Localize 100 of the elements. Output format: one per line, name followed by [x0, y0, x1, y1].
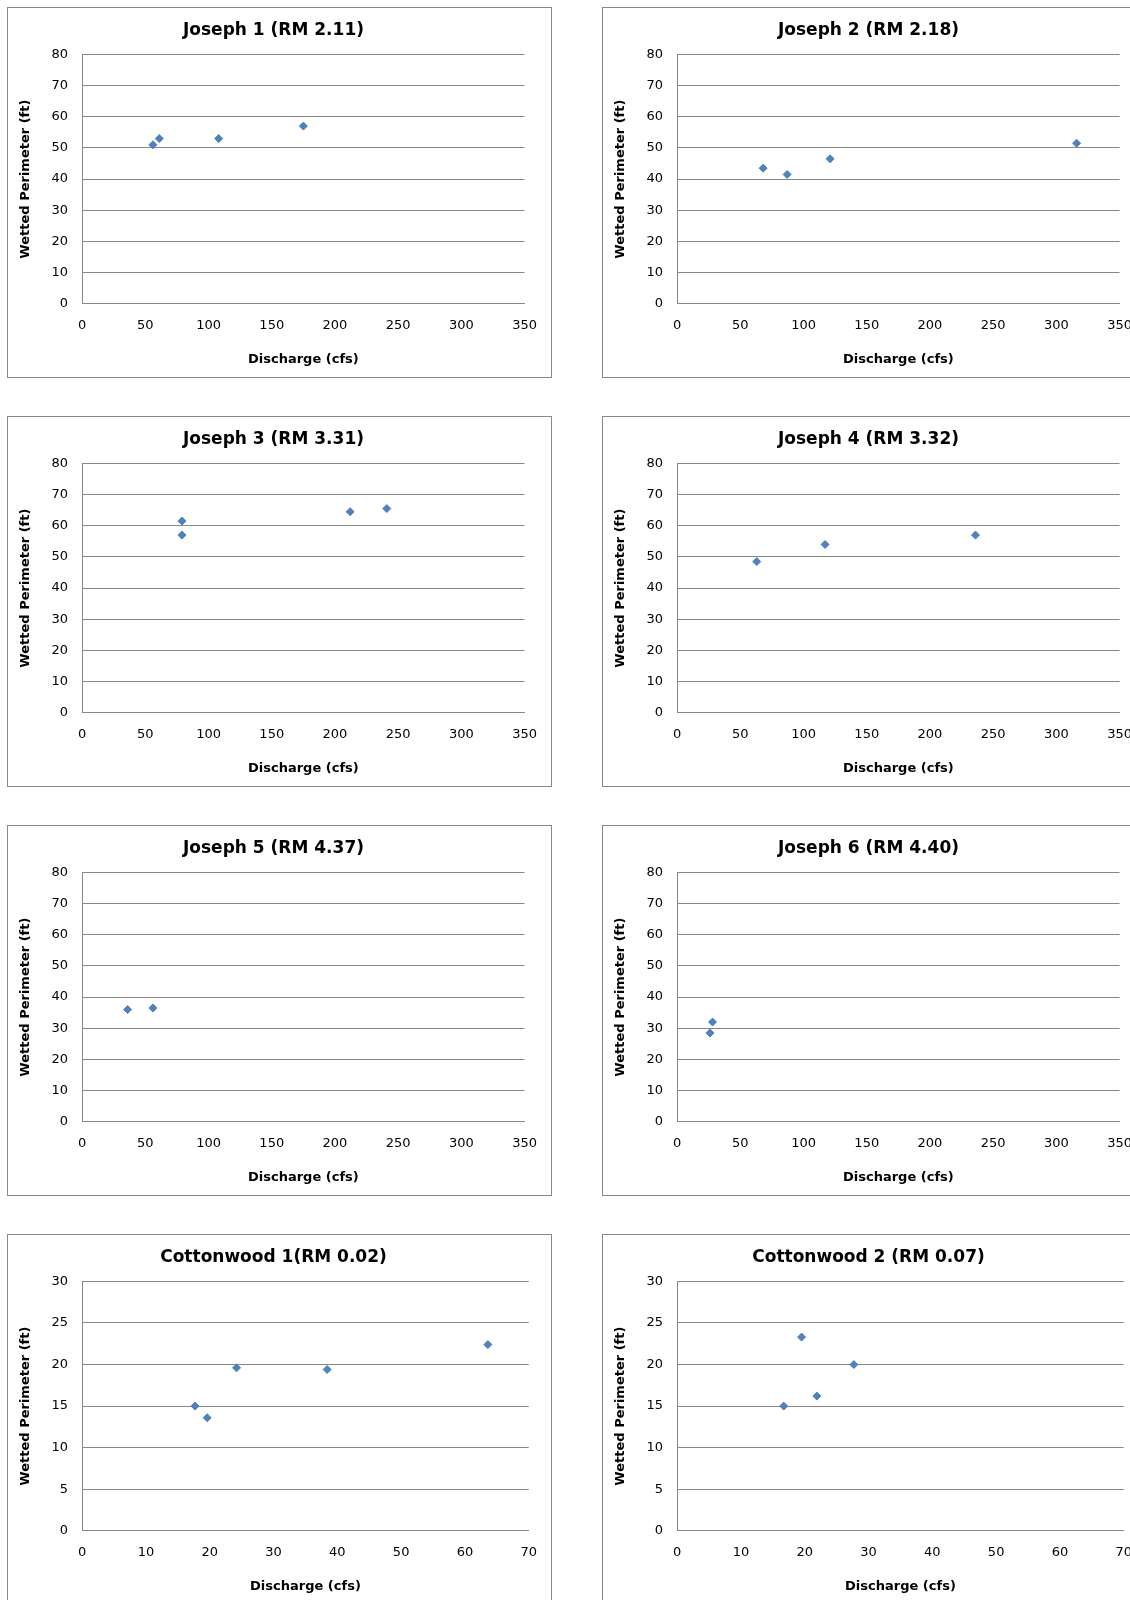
x-tick-label: 50 — [137, 316, 154, 332]
y-tick-label: 50 — [51, 548, 69, 564]
x-tick-label: 300 — [1043, 1134, 1069, 1150]
chart-title: Joseph 4 (RM 3.32) — [777, 427, 959, 448]
x-tick-label: 50 — [137, 1134, 154, 1150]
x-tick-label: 0 — [673, 1543, 682, 1559]
x-tick-label: 0 — [673, 1134, 682, 1150]
y-axis-title: Wetted Perimeter (ft) — [612, 508, 628, 668]
x-axis-title: Discharge (cfs) — [247, 1168, 359, 1184]
x-tick-label: 0 — [78, 1134, 87, 1150]
y-tick-label: 20 — [646, 1050, 664, 1066]
y-tick-label: 60 — [646, 517, 664, 533]
y-tick-label: 20 — [646, 232, 664, 248]
point — [825, 154, 835, 164]
x-tick-label: 10 — [137, 1543, 155, 1559]
y-tick-label: 30 — [51, 1272, 69, 1288]
y-tick-label: 40 — [51, 579, 69, 595]
x-tick-label: 200 — [322, 1134, 348, 1150]
y-tick-label: 0 — [654, 295, 664, 311]
point — [782, 169, 792, 179]
y-tick-label: 80 — [646, 45, 664, 61]
x-axis-title: Discharge (cfs) — [247, 759, 359, 775]
point — [382, 504, 392, 514]
x-tick-label: 60 — [1051, 1543, 1069, 1559]
x-tick-label: 100 — [196, 725, 221, 741]
x-tick-label: 20 — [796, 1543, 814, 1559]
x-tick-label: 70 — [520, 1543, 537, 1559]
x-tick-label: 50 — [732, 725, 749, 741]
x-tick-label: 50 — [732, 1134, 749, 1150]
point — [177, 516, 187, 526]
x-tick-label: 150 — [259, 1134, 285, 1150]
x-tick-label: 100 — [791, 725, 816, 741]
x-tick-label: 40 — [329, 1543, 346, 1559]
y-tick-label: 60 — [646, 108, 664, 124]
y-tick-label: 10 — [646, 1439, 664, 1455]
x-tick-label: 30 — [860, 1543, 877, 1559]
chart-title: Joseph 1 (RM 2.11) — [182, 18, 364, 39]
y-tick-label: 10 — [51, 673, 69, 688]
y-tick-label: 10 — [646, 673, 664, 688]
y-tick-label: 10 — [51, 1082, 69, 1097]
y-tick-label: 0 — [59, 1113, 69, 1129]
y-tick-label: 80 — [51, 863, 69, 879]
x-tick-label: 0 — [673, 316, 682, 332]
x-tick-label: 250 — [980, 1134, 1006, 1150]
y-tick-label: 40 — [646, 170, 664, 186]
x-tick-label: 60 — [456, 1543, 474, 1559]
x-axis-title: Discharge (cfs) — [247, 350, 359, 366]
y-tick-label: 60 — [51, 517, 69, 533]
x-tick-label: 250 — [980, 316, 1006, 332]
x-tick-label: 350 — [512, 725, 538, 741]
y-tick-label: 40 — [51, 170, 69, 186]
point — [812, 1391, 822, 1401]
y-tick-label: 25 — [51, 1314, 69, 1330]
y-tick-label: 15 — [646, 1397, 664, 1413]
x-tick-label: 200 — [322, 316, 348, 332]
x-axis-title: Discharge (cfs) — [842, 350, 954, 366]
chart-title: Cottonwood 1(RM 0.02) — [160, 1245, 387, 1266]
y-tick-label: 0 — [59, 295, 69, 311]
y-tick-label: 60 — [51, 108, 69, 124]
y-tick-label: 20 — [51, 641, 69, 657]
x-tick-label: 150 — [854, 1134, 880, 1150]
y-tick-label: 5 — [654, 1480, 664, 1496]
point — [202, 1413, 212, 1423]
x-tick-label: 50 — [732, 316, 749, 332]
y-axis-title: Wetted Perimeter (ft) — [17, 508, 33, 668]
x-tick-label: 250 — [385, 316, 411, 332]
y-tick-label: 70 — [646, 894, 664, 910]
y-axis-title: Wetted Perimeter (ft) — [612, 917, 628, 1077]
y-tick-label: 60 — [51, 926, 69, 942]
x-tick-label: 100 — [791, 1134, 816, 1150]
y-tick-label: 50 — [646, 957, 664, 973]
x-axis-title: Discharge (cfs) — [845, 1577, 956, 1593]
y-tick-label: 20 — [51, 232, 69, 248]
x-tick-label: 200 — [917, 725, 943, 741]
y-axis-title: Wetted Perimeter (ft) — [17, 1326, 33, 1486]
x-tick-label: 200 — [322, 725, 348, 741]
x-tick-label: 150 — [259, 725, 285, 741]
y-tick-label: 30 — [51, 1019, 69, 1035]
x-tick-label: 300 — [448, 725, 474, 741]
y-tick-label: 50 — [646, 139, 664, 155]
y-tick-label: 50 — [646, 548, 664, 564]
y-tick-label: 30 — [51, 610, 69, 626]
y-tick-label: 0 — [59, 704, 69, 720]
x-tick-label: 0 — [673, 725, 682, 741]
point — [232, 1363, 242, 1373]
x-tick-label: 50 — [987, 1543, 1005, 1559]
point — [849, 1360, 859, 1370]
y-tick-label: 30 — [646, 1019, 664, 1035]
point — [177, 530, 187, 540]
x-tick-label: 150 — [854, 316, 880, 332]
y-tick-label: 70 — [646, 485, 664, 501]
point — [322, 1365, 332, 1375]
x-axis-title: Discharge (cfs) — [842, 759, 954, 775]
x-tick-label: 100 — [791, 316, 816, 332]
x-tick-label: 300 — [448, 1134, 474, 1150]
y-tick-label: 5 — [59, 1480, 69, 1496]
y-tick-label: 30 — [51, 201, 69, 217]
x-axis-title: Discharge (cfs) — [842, 1168, 954, 1184]
y-tick-label: 30 — [646, 610, 664, 626]
x-tick-label: 0 — [78, 1543, 87, 1559]
